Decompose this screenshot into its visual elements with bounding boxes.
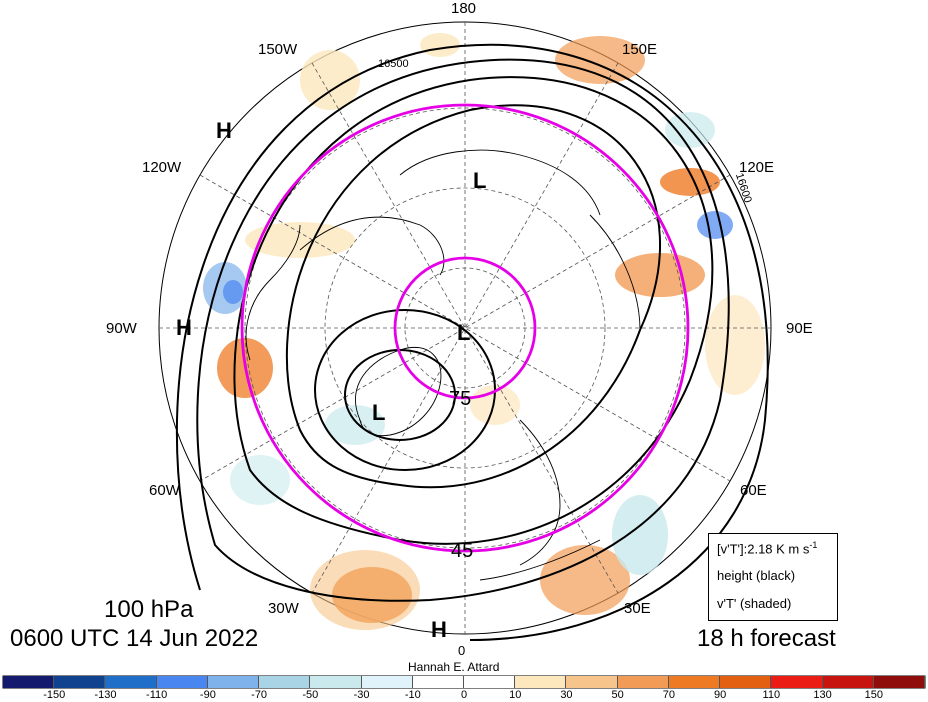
colorbar-cell [412, 676, 464, 688]
colorbar-tick-label: -30 [353, 689, 370, 701]
colorbar-tick-label: -10 [404, 689, 421, 701]
lon-label-150w: 150W [258, 41, 298, 58]
lat-label-45: 45 [451, 540, 474, 562]
colorbar-cell [771, 676, 823, 688]
lon-label-90w: 90W [106, 320, 137, 337]
contour-label-16500: 16500 [378, 58, 409, 70]
low-pressure-marker: L [473, 168, 487, 193]
colorbar-cell [156, 676, 208, 688]
colorbar-tick-label: 150 [864, 689, 883, 701]
lon-label-60w: 60W [149, 482, 180, 499]
colorbar-cell [3, 676, 55, 688]
colorbar-cell [720, 676, 772, 688]
legend-box: [v'T']:2.18 K m s-1 height (black) v'T' … [708, 533, 838, 621]
lon-label-60e: 60E [740, 482, 767, 499]
valid-time-title: 0600 UTC 14 Jun 2022 [10, 625, 259, 652]
colorbar-cell [259, 676, 311, 688]
colorbar-tick-label: 70 [662, 689, 675, 701]
lon-label-180: 180 [451, 0, 477, 17]
low-pressure-marker: L [372, 400, 386, 425]
colorbar-tick-label: 30 [560, 689, 573, 701]
colorbar-tick-label: 110 [762, 689, 781, 701]
colorbar-tick-label: -90 [199, 689, 216, 701]
lon-label-120e: 120E [739, 159, 775, 176]
colorbar-tick-label: -70 [251, 689, 268, 701]
colorbar-cell [822, 676, 874, 688]
colorbar [3, 676, 925, 688]
legend-vt-exponent: -1 [809, 540, 818, 550]
legend-vt-line: [v'T']:2.18 K m s-1 [717, 540, 817, 556]
colorbar-cell [566, 676, 618, 688]
legend-height-line: height (black) [717, 568, 796, 583]
coastlines [245, 149, 641, 581]
lon-label-90e: 90E [786, 320, 813, 337]
low-pressure-marker: L [457, 320, 471, 345]
colorbar-tick-label: -150 [43, 689, 66, 701]
colorbar-cell [515, 676, 567, 688]
colorbar-cell [463, 676, 516, 688]
colorbar-cell [361, 676, 413, 688]
colorbar-tick-label: 0 [460, 689, 468, 701]
latitude-rings [240, 103, 690, 553]
high-pressure-marker: H [431, 617, 447, 642]
pressure-level-title: 100 hPa [104, 596, 194, 623]
lon-label-120w: 120W [142, 159, 182, 176]
colorbar-tick-label: 130 [813, 689, 832, 701]
lon-label-150e: 150E [622, 41, 658, 58]
high-pressure-marker: H [176, 315, 192, 340]
colorbar-tick-label: 50 [611, 689, 624, 701]
colorbar-tick-label: -110 [146, 689, 168, 701]
colorbar-cell [105, 676, 157, 688]
colorbar-tick-label: -50 [302, 689, 319, 701]
author-credit: Hannah E. Attard [408, 660, 500, 674]
colorbar-tick-label: 90 [713, 689, 727, 701]
forecast-hour-title: 18 h forecast [697, 625, 836, 652]
lon-label-30e: 30E [624, 600, 651, 617]
legend-shaded-line: v'T' (shaded) [717, 596, 792, 611]
legend-vt-value: [v'T']:2.18 K m s [717, 541, 810, 557]
colorbar-cell [54, 676, 106, 688]
colorbar-tick-label: 10 [509, 689, 522, 701]
colorbar-cell [310, 676, 362, 688]
colorbar-tick-label: -130 [94, 689, 117, 701]
lon-label-0: 0 [458, 643, 466, 658]
colorbar-cell [617, 676, 669, 688]
colorbar-cell [873, 676, 925, 688]
colorbar-cell [207, 676, 260, 688]
lat-label-75: 75 [449, 388, 472, 410]
graticule [159, 22, 771, 634]
lon-label-30w: 30W [268, 600, 299, 617]
high-pressure-marker: H [216, 118, 232, 143]
colorbar-cell [668, 676, 721, 688]
